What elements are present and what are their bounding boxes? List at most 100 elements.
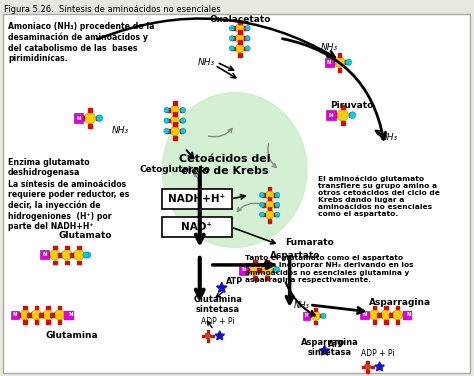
Bar xyxy=(65,313,68,317)
Text: Cetoglutarato: Cetoglutarato xyxy=(139,165,210,174)
Circle shape xyxy=(273,267,280,273)
Bar xyxy=(207,330,209,332)
Text: Cetoácidos del
ciclo de Krebs: Cetoácidos del ciclo de Krebs xyxy=(179,154,271,176)
Bar xyxy=(314,321,317,324)
Polygon shape xyxy=(319,345,330,355)
Polygon shape xyxy=(375,362,384,371)
Circle shape xyxy=(164,129,169,134)
Circle shape xyxy=(381,310,391,320)
Bar xyxy=(320,314,324,317)
Text: ATP: ATP xyxy=(328,340,345,349)
Text: N: N xyxy=(362,312,366,317)
Bar xyxy=(211,335,214,337)
Circle shape xyxy=(403,312,409,318)
Text: Amoniaco (NH₃) procedente de la
desaminación de aminoácidos y
del catabolismo de: Amoniaco (NH₃) procedente de la desamina… xyxy=(8,22,155,63)
Bar xyxy=(64,311,73,319)
Bar xyxy=(345,60,349,64)
Text: N: N xyxy=(13,312,17,317)
Bar xyxy=(207,340,209,342)
Text: N: N xyxy=(42,252,47,258)
Bar xyxy=(380,313,383,317)
Bar xyxy=(360,311,369,319)
Bar xyxy=(53,261,57,264)
Bar xyxy=(58,320,61,324)
Circle shape xyxy=(275,212,280,217)
Bar xyxy=(265,260,269,264)
Bar xyxy=(274,193,278,197)
Circle shape xyxy=(54,312,60,318)
Bar xyxy=(245,47,248,50)
Circle shape xyxy=(170,116,179,125)
Bar xyxy=(245,268,249,272)
Bar xyxy=(238,33,242,36)
Circle shape xyxy=(170,127,179,136)
Circle shape xyxy=(73,252,79,258)
Bar xyxy=(274,203,278,206)
Circle shape xyxy=(61,252,67,258)
Bar xyxy=(325,58,334,67)
Bar xyxy=(268,187,272,191)
Bar xyxy=(16,313,19,317)
Circle shape xyxy=(164,118,169,123)
Text: Fumarato: Fumarato xyxy=(285,238,334,247)
Bar xyxy=(373,306,376,309)
Bar xyxy=(65,246,69,249)
Bar xyxy=(362,365,364,368)
Bar xyxy=(23,320,27,324)
Bar xyxy=(308,314,311,317)
Text: N: N xyxy=(242,267,246,272)
Circle shape xyxy=(260,193,264,197)
Bar xyxy=(231,36,235,40)
Bar xyxy=(202,335,204,337)
Circle shape xyxy=(262,264,273,275)
Circle shape xyxy=(236,34,244,42)
Text: N: N xyxy=(327,60,331,65)
Circle shape xyxy=(261,267,267,273)
Bar xyxy=(245,26,248,30)
Bar xyxy=(88,108,92,112)
Circle shape xyxy=(392,312,398,318)
Text: NH₃: NH₃ xyxy=(198,58,215,67)
Bar xyxy=(373,320,376,324)
Bar xyxy=(231,47,235,50)
Bar xyxy=(396,320,400,324)
Bar xyxy=(302,312,310,320)
Bar xyxy=(392,313,395,317)
FancyBboxPatch shape xyxy=(162,189,232,209)
Bar xyxy=(268,219,272,223)
Bar xyxy=(77,261,81,264)
Circle shape xyxy=(260,202,264,207)
Circle shape xyxy=(181,129,186,134)
Circle shape xyxy=(31,312,36,318)
Circle shape xyxy=(55,310,64,320)
Text: Asparragina
sintetasa: Asparragina sintetasa xyxy=(301,338,358,357)
Bar xyxy=(337,68,341,71)
Bar xyxy=(371,365,374,368)
Circle shape xyxy=(236,24,244,32)
Circle shape xyxy=(83,252,89,258)
Circle shape xyxy=(50,250,60,260)
Text: N: N xyxy=(406,312,411,317)
Bar xyxy=(46,306,50,309)
Circle shape xyxy=(181,108,186,113)
Text: NH₃: NH₃ xyxy=(294,301,310,310)
Circle shape xyxy=(349,112,356,118)
Bar xyxy=(80,116,84,120)
Text: N: N xyxy=(305,313,309,318)
Bar xyxy=(54,313,57,317)
Circle shape xyxy=(42,312,48,318)
Bar xyxy=(262,203,265,206)
Circle shape xyxy=(170,106,179,115)
Bar xyxy=(70,253,73,257)
Bar xyxy=(180,129,183,133)
Text: Oxalacetato: Oxalacetato xyxy=(209,15,270,24)
Circle shape xyxy=(370,310,380,320)
Circle shape xyxy=(260,212,264,217)
Bar xyxy=(96,116,100,120)
Bar xyxy=(173,136,177,139)
Text: N: N xyxy=(68,312,73,317)
Bar xyxy=(265,276,269,280)
Bar xyxy=(180,108,183,112)
Bar xyxy=(166,119,170,123)
Circle shape xyxy=(245,46,250,51)
